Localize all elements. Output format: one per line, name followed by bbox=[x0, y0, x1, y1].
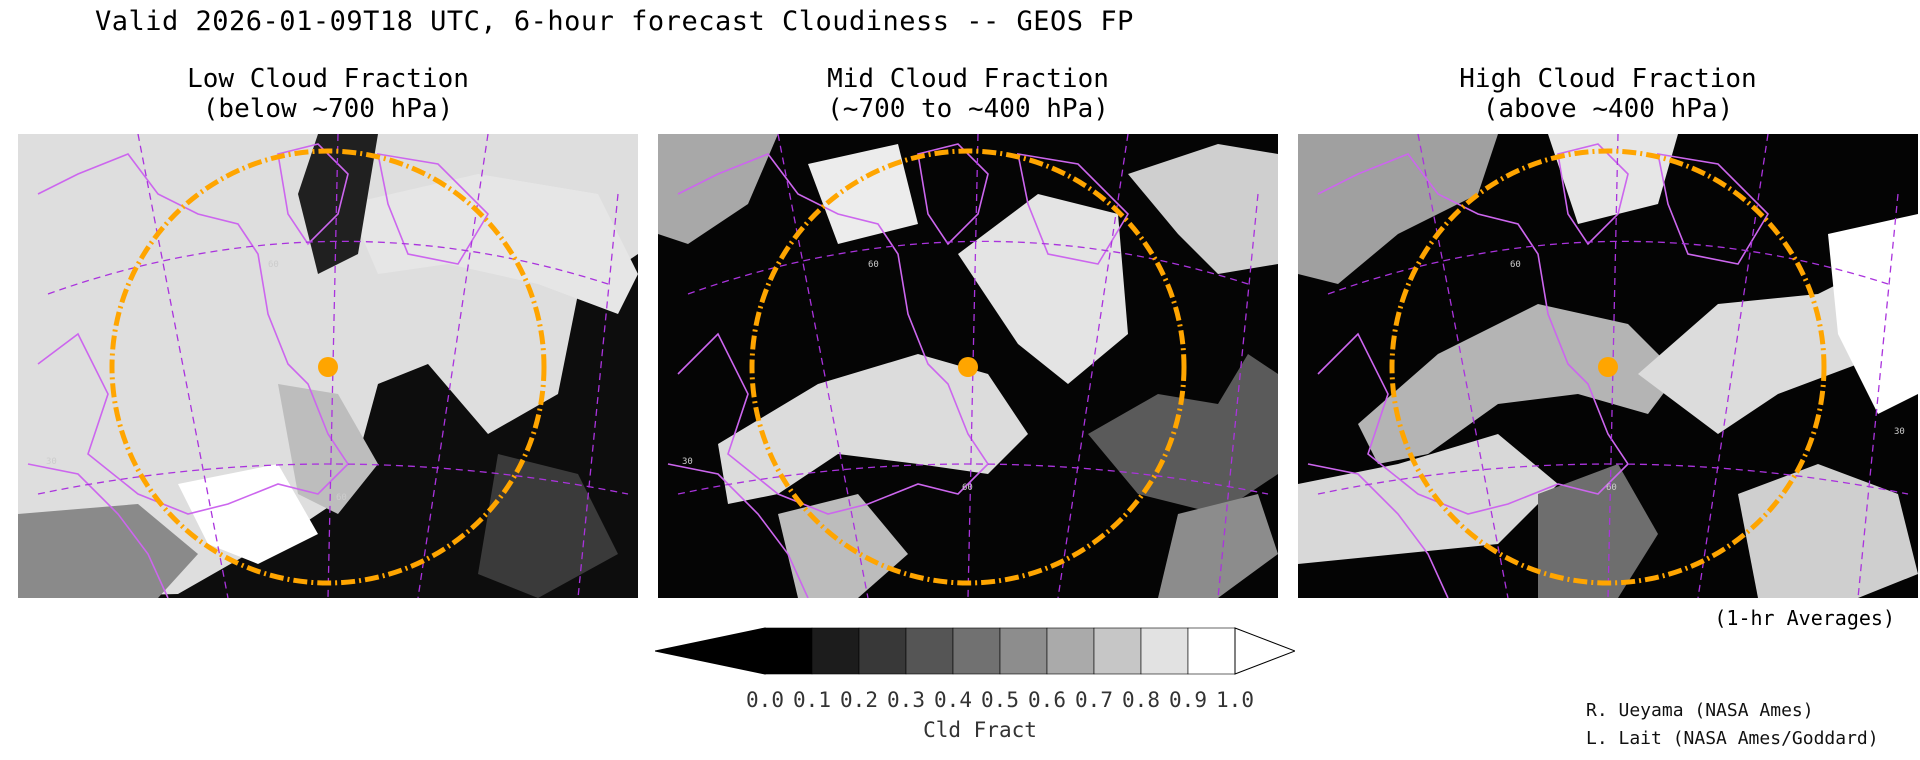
colorbar-cell bbox=[1187, 627, 1236, 675]
colorbar-tick-label: 0.0 bbox=[746, 688, 784, 712]
colorbar-tick-label: 0.8 bbox=[1122, 688, 1160, 712]
colorbar-tick-label: 0.5 bbox=[981, 688, 1019, 712]
map-svg-mid: 60 60 30 bbox=[658, 134, 1278, 598]
panel-title-mid: Mid Cloud Fraction (~700 to ~400 hPa) bbox=[827, 64, 1109, 124]
colorbar-tick-label: 1.0 bbox=[1216, 688, 1254, 712]
cloud-field bbox=[348, 174, 638, 314]
map-panel-low-cloud: 60 60 30 bbox=[18, 134, 638, 598]
colorbar-cell bbox=[1093, 627, 1142, 675]
colorbar-over-arrow bbox=[1234, 627, 1295, 675]
map-svg-high: 60 60 30 bbox=[1298, 134, 1918, 598]
target-point-marker bbox=[1598, 357, 1618, 377]
colorbar-cell bbox=[905, 627, 954, 675]
panel-title-high: High Cloud Fraction (above ~400 hPa) bbox=[1459, 64, 1757, 124]
range-ring bbox=[109, 148, 547, 586]
cloud-field bbox=[808, 144, 918, 244]
range-ring bbox=[749, 148, 1187, 586]
panel-title-low: Low Cloud Fraction (below ~700 hPa) bbox=[187, 64, 469, 124]
coastlines bbox=[667, 143, 1130, 598]
cloud-field bbox=[1298, 134, 1498, 284]
colorbar-label: Cld Fract bbox=[923, 718, 1037, 742]
colorbar-tick-label: 0.1 bbox=[793, 688, 831, 712]
figure-title: Valid 2026-01-09T18 UTC, 6-hour forecast… bbox=[95, 6, 1134, 37]
lat-label: 30 bbox=[46, 457, 57, 467]
cloud-field bbox=[178, 464, 318, 564]
colorbar-tick-label: 0.4 bbox=[934, 688, 972, 712]
target-point-marker bbox=[958, 357, 978, 377]
colorbar-cell bbox=[764, 627, 813, 675]
lat-label: 30 bbox=[1894, 427, 1905, 437]
lat-label: 60 bbox=[868, 260, 879, 270]
map-panel-mid-cloud: 60 60 30 bbox=[658, 134, 1278, 598]
colorbar-cells bbox=[764, 627, 1236, 675]
cloud-field bbox=[1128, 144, 1278, 274]
cloud-field bbox=[1158, 494, 1278, 598]
colorbar-cell bbox=[1046, 627, 1095, 675]
map-svg-low: 60 60 30 bbox=[18, 134, 638, 598]
cloud-field bbox=[1548, 134, 1678, 224]
colorbar-tick-labels: 0.0 0.1 0.2 0.3 0.4 0.5 0.6 0.7 0.8 0.9 1.0 bbox=[0, 688, 1920, 714]
colorbar-under-arrow bbox=[655, 627, 766, 675]
averages-note: (1-hr Averages) bbox=[1714, 606, 1895, 630]
range-ring bbox=[1389, 148, 1827, 586]
colorbar-tick-label: 0.6 bbox=[1028, 688, 1066, 712]
colorbar-tick-label: 0.7 bbox=[1075, 688, 1113, 712]
map-panel-high-cloud: 60 60 30 bbox=[1298, 134, 1918, 598]
cloud-field bbox=[1358, 304, 1678, 464]
colorbar-cell bbox=[1140, 627, 1189, 675]
colorbar-tick-label: 0.9 bbox=[1169, 688, 1207, 712]
cloud-field bbox=[1828, 214, 1918, 414]
colorbar-cell bbox=[858, 627, 907, 675]
cloud-field bbox=[18, 504, 198, 598]
target-point-marker bbox=[318, 357, 338, 377]
cloud-field bbox=[1298, 434, 1558, 564]
coastlines bbox=[27, 143, 490, 598]
colorbar bbox=[655, 627, 1295, 675]
lat-label: 60 bbox=[962, 483, 973, 493]
colorbar-cell bbox=[952, 627, 1001, 675]
lat-label: 60 bbox=[1606, 483, 1617, 493]
lat-label: 60 bbox=[336, 493, 347, 503]
cloud-field bbox=[478, 454, 618, 598]
cloud-field bbox=[278, 384, 378, 514]
colorbar-tick-label: 0.3 bbox=[887, 688, 925, 712]
credit-line-2: L. Lait (NASA Ames/Goddard) bbox=[1586, 728, 1879, 749]
lat-label: 60 bbox=[268, 260, 279, 270]
lat-label: 30 bbox=[682, 457, 693, 467]
lat-label: 60 bbox=[1510, 260, 1521, 270]
colorbar-cell bbox=[811, 627, 860, 675]
credit-line-1: R. Ueyama (NASA Ames) bbox=[1586, 700, 1814, 721]
colorbar-cell bbox=[999, 627, 1048, 675]
colorbar-tick-label: 0.2 bbox=[840, 688, 878, 712]
cloud-field bbox=[298, 134, 378, 274]
cloud-field bbox=[1538, 464, 1658, 598]
cloud-field bbox=[778, 494, 908, 598]
coastlines bbox=[1307, 143, 1770, 598]
